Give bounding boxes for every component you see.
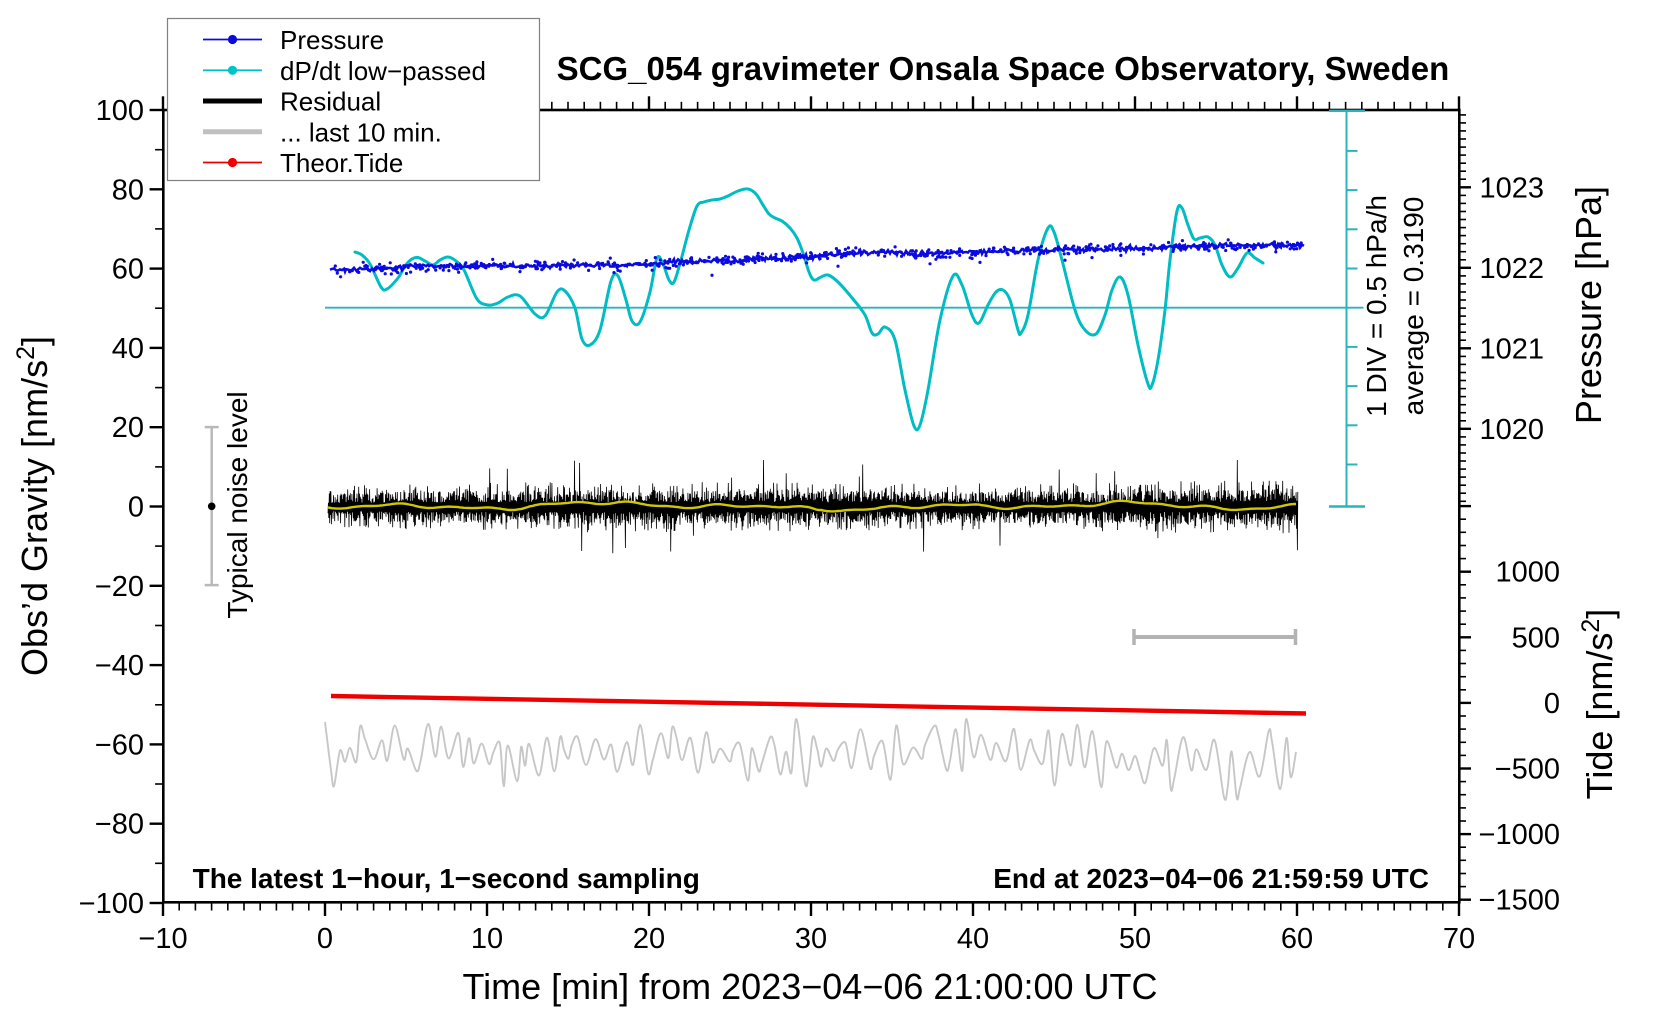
svg-text:Obs’d Gravity [nm/s2]: Obs’d Gravity [nm/s2]	[12, 336, 55, 676]
svg-text:−10: −10	[138, 923, 187, 955]
svg-text:10: 10	[471, 923, 503, 955]
svg-text:30: 30	[795, 923, 827, 955]
svg-text:1 DIV = 0.5 hPa/h: 1 DIV = 0.5 hPa/h	[1361, 195, 1392, 417]
svg-text:40: 40	[112, 333, 144, 365]
svg-text:20: 20	[112, 412, 144, 444]
svg-text:40: 40	[957, 923, 989, 955]
svg-text:Typical noise level: Typical noise level	[222, 391, 253, 618]
svg-text:0: 0	[317, 923, 333, 955]
svg-text:Theor.Tide: Theor.Tide	[280, 148, 403, 178]
svg-text:1020: 1020	[1479, 414, 1544, 446]
svg-text:0: 0	[128, 492, 144, 524]
svg-text:1000: 1000	[1495, 557, 1560, 589]
svg-text:Pressure [hPa]: Pressure [hPa]	[1568, 186, 1609, 424]
svg-text:End at 2023−04−06 21:59:59 UTC: End at 2023−04−06 21:59:59 UTC	[993, 863, 1429, 894]
svg-text:dP/dt low−passed: dP/dt low−passed	[280, 56, 486, 86]
svg-text:50: 50	[1119, 923, 1151, 955]
svg-text:... last 10 min.: ... last 10 min.	[280, 117, 442, 147]
svg-text:500: 500	[1512, 622, 1560, 654]
svg-text:−40: −40	[95, 650, 144, 682]
svg-text:1023: 1023	[1479, 172, 1544, 204]
svg-text:100: 100	[96, 95, 144, 127]
svg-text:SCG_054 gravimeter Onsala Spac: SCG_054 gravimeter Onsala Space Observat…	[557, 50, 1450, 87]
svg-text:The latest 1−hour, 1−second sa: The latest 1−hour, 1−second sampling	[193, 863, 700, 894]
svg-text:60: 60	[112, 254, 144, 286]
svg-text:Tide [nm/s2]: Tide [nm/s2]	[1577, 609, 1620, 800]
svg-text:60: 60	[1281, 923, 1313, 955]
svg-text:−500: −500	[1495, 754, 1560, 786]
svg-text:−80: −80	[95, 809, 144, 841]
svg-text:average = 0.3190: average = 0.3190	[1398, 197, 1429, 416]
svg-text:1022: 1022	[1479, 253, 1544, 285]
svg-text:0: 0	[1544, 688, 1560, 720]
svg-text:80: 80	[112, 174, 144, 206]
svg-text:−60: −60	[95, 729, 144, 761]
svg-text:−100: −100	[79, 888, 144, 920]
svg-text:−1500: −1500	[1479, 885, 1560, 917]
svg-text:−20: −20	[95, 571, 144, 603]
svg-text:20: 20	[633, 923, 665, 955]
svg-text:1021: 1021	[1479, 333, 1544, 365]
svg-text:70: 70	[1443, 923, 1475, 955]
svg-text:Pressure: Pressure	[280, 25, 384, 55]
svg-text:Residual: Residual	[280, 87, 381, 117]
svg-text:−1000: −1000	[1479, 819, 1560, 851]
svg-text:Time [min] from 2023−04−06 21:: Time [min] from 2023−04−06 21:00:00 UTC	[462, 966, 1157, 1007]
